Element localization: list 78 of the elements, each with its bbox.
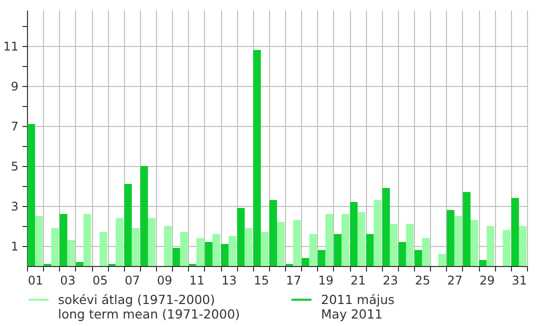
x-tick-label: 27 [447,274,463,288]
bar [260,232,268,266]
bar [228,236,236,266]
bar [309,234,317,266]
bar [83,214,92,266]
y-tick-label: 7 [10,120,18,134]
bar [244,228,252,266]
bar [502,230,510,266]
x-tick-label: 31 [512,274,528,288]
bar [446,210,454,266]
bar [253,50,261,266]
x-tick-label: 05 [92,274,108,288]
bar [212,234,220,266]
bar [237,208,245,266]
bar [518,226,527,266]
bar [422,238,430,266]
bar [462,192,471,266]
x-tick-label: 23 [382,274,398,288]
bar [406,224,414,266]
legend-label: sokévi átlag (1971-2000) long term mean (1971-2000) [58,292,240,322]
x-tick-label: 09 [156,274,172,288]
bar [124,184,132,266]
x-tick-label: 11 [189,274,204,288]
bar [358,212,366,266]
bar [164,226,172,266]
x-tick-label: 25 [415,274,430,288]
bar [60,214,68,266]
bar [35,216,43,266]
y-tick-label: 3 [10,200,18,214]
x-tick-label: 13 [221,274,237,288]
bar [100,232,108,266]
bar [342,214,350,266]
bar [51,228,59,266]
x-tick-label: 07 [124,274,140,288]
bar [511,198,519,266]
bar [116,218,124,266]
y-tick-label: 1 [10,240,18,254]
bar [277,222,285,266]
x-tick-label: 21 [350,274,366,288]
x-tick-label: 29 [480,274,495,288]
bar [390,224,398,266]
bar [486,226,494,266]
bar [382,188,390,266]
bar [454,216,462,266]
bar [438,254,446,266]
bar [148,218,156,266]
bar [196,238,204,266]
bar [221,244,229,266]
bar [76,262,84,266]
x-tick-label: 19 [318,274,334,288]
x-tick-label: 17 [286,274,302,288]
x-tick-label: 15 [254,274,270,288]
bar [350,202,358,266]
bar [318,250,326,266]
bar [325,214,333,266]
bar [204,242,212,266]
bar [140,166,148,266]
bar [479,260,487,266]
legend-label: 2011 május May 2011 [321,292,395,322]
bar [414,250,422,266]
bar [293,220,301,266]
y-tick-label: 11 [3,40,18,54]
bar [180,232,188,266]
bar [269,200,277,266]
bar [302,258,310,266]
bar [334,234,342,266]
y-tick-label: 9 [10,80,18,94]
bar [366,234,374,266]
x-tick-label: 01 [28,274,44,288]
bar [67,240,75,266]
bar [132,228,140,266]
bar [398,242,406,266]
x-tick-label: 03 [60,274,76,288]
y-tick-label: 5 [10,160,18,174]
bar [374,200,382,266]
bar [470,220,478,266]
bar [27,124,36,266]
bar [172,248,180,266]
